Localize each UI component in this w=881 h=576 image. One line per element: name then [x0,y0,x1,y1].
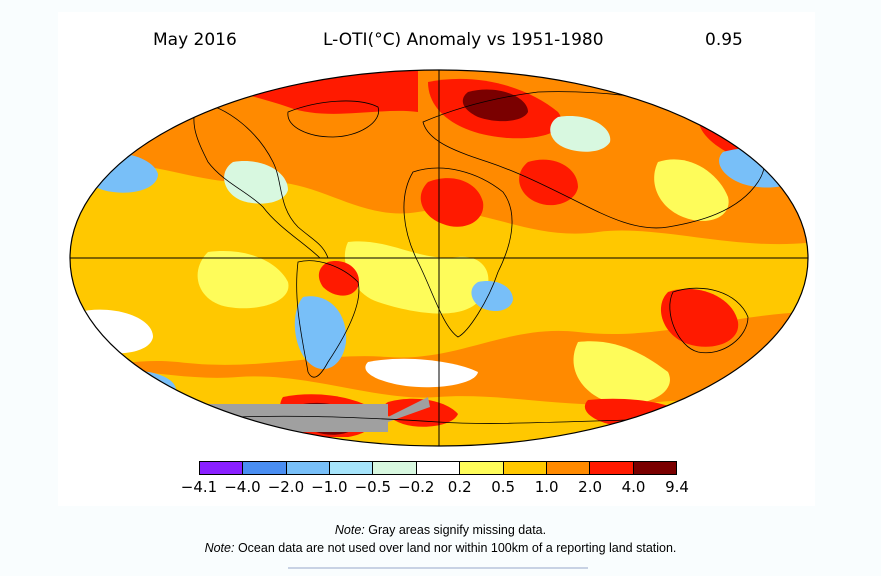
australia-outline [669,287,749,354]
scale-swatch [633,462,676,474]
scale-swatch [503,462,547,474]
scale-label: 4.0 [621,478,646,496]
note-label: Note: [204,541,235,555]
note-text: Gray areas signify missing data. [364,523,547,537]
scale-swatch [243,462,287,474]
note-text: Ocean data are not used over land nor wi… [234,541,677,555]
scale-label: −1.0 [311,478,348,496]
global-mean-value: 0.95 [705,30,743,50]
greenland-outline [287,100,379,138]
scale-label: 2.0 [578,478,603,496]
south-america-outline [296,260,360,378]
note-label: Note: [334,523,365,537]
scale-swatch [330,462,374,474]
note-ocean-data: Note: Ocean data are not used over land … [0,539,881,557]
globe-boundary [69,69,809,447]
scale-label: −0.5 [354,478,392,496]
scale-swatch [546,462,591,474]
note-missing-data: Note: Gray areas signify missing data. [0,521,881,539]
color-scale-bar [199,461,677,475]
scale-swatch [286,462,331,474]
scale-label: −4.1 [180,478,218,496]
scale-swatch [590,462,634,474]
north-america-outline [193,101,329,259]
scale-label: −4.0 [224,478,261,496]
footer-divider [288,567,588,569]
scale-label: 9.4 [665,478,689,496]
anomaly-field [70,70,808,446]
scale-label: −2.0 [267,478,305,496]
scale-label: 1.0 [534,478,559,496]
scale-label: −0.2 [398,478,435,496]
scale-swatch [200,462,244,474]
notes-section: Note: Gray areas signify missing data. N… [0,521,881,557]
color-scale-labels: −4.1 −4.0 −2.0 −1.0 −0.5 −0.2 0.2 0.5 1.0 2.0 4.0 9… [58,478,815,498]
eurasia-outline [422,91,765,229]
scale-label: 0.2 [447,478,472,496]
scale-label: 0.5 [491,478,516,496]
scale-swatch [416,462,461,474]
scale-swatch [373,462,417,474]
map-date: May 2016 [153,30,237,50]
scale-swatch [460,462,504,474]
map-panel: May 2016 L-OTI(°C) Anomaly vs 1951-1980 … [58,12,815,506]
temperature-anomaly-map [69,69,809,447]
map-title: L-OTI(°C) Anomaly vs 1951-1980 [323,30,604,50]
africa-outline [403,167,513,338]
